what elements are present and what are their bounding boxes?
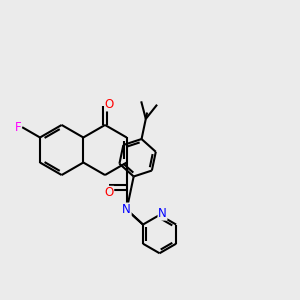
Text: F: F <box>14 121 21 134</box>
Text: N: N <box>122 203 131 216</box>
Text: N: N <box>158 207 167 220</box>
Text: O: O <box>105 98 114 111</box>
Text: O: O <box>104 186 114 199</box>
